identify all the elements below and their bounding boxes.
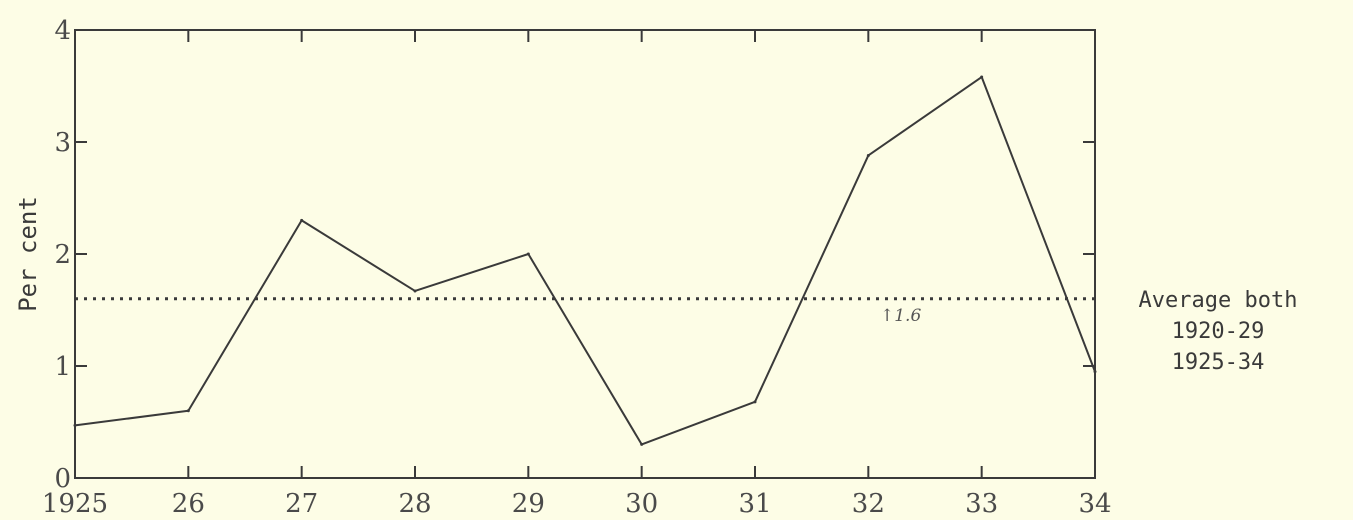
x-tick-label: 34 [1078, 489, 1111, 519]
reference-label-line: 1925-34 [1172, 350, 1265, 375]
x-tick-label: 30 [625, 489, 658, 519]
x-tick-label: 32 [852, 489, 885, 519]
data-point [73, 423, 77, 427]
x-tick-label: 31 [738, 489, 771, 519]
data-point [1093, 370, 1097, 374]
x-tick-label: 27 [285, 489, 318, 519]
average-annotation: ↑1.6 [880, 306, 921, 326]
y-axis: 0 1 2 3 4 [54, 16, 1095, 494]
reference-line-label: Average both 1920-29 1925-34 [1139, 288, 1298, 375]
data-point [413, 289, 417, 293]
y-tick-label: 3 [54, 128, 71, 158]
series-line [74, 76, 1096, 446]
x-tick-label: 1925 [42, 489, 108, 519]
reference-label-line: Average both [1139, 288, 1298, 313]
data-point [186, 409, 190, 413]
y-tick-label: 1 [54, 352, 71, 382]
data-point [526, 252, 530, 256]
data-point [980, 75, 984, 79]
data-point [866, 153, 870, 157]
x-tick-label: 28 [398, 489, 431, 519]
data-point [640, 442, 644, 446]
plot-frame [74, 29, 1096, 479]
y-axis-title: Per cent [14, 196, 42, 312]
y-tick-label: 0 [54, 464, 71, 494]
y-tick-label: 4 [54, 16, 71, 46]
x-axis: 1925 26 27 28 29 30 31 32 33 34 [42, 30, 1112, 519]
y-tick-label: 2 [54, 240, 71, 270]
series [73, 75, 1097, 446]
x-tick-label: 33 [965, 489, 998, 519]
reference-label-line: 1920-29 [1172, 319, 1265, 344]
x-tick-label: 26 [172, 489, 205, 519]
data-point [300, 218, 304, 222]
x-tick-label: 29 [512, 489, 545, 519]
data-point [753, 400, 757, 404]
